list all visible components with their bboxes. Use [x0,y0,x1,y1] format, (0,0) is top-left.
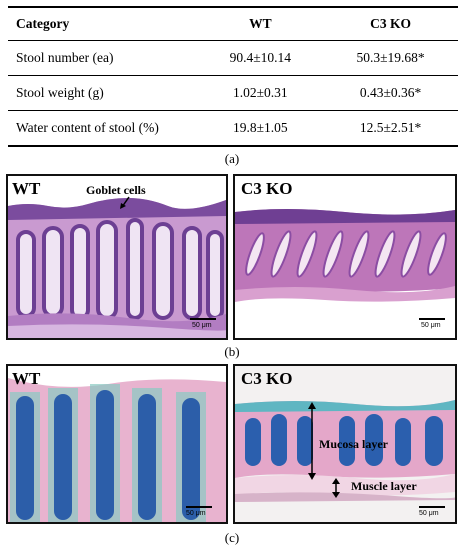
mucosa-layer-label: Mucosa layer [319,437,388,451]
row-wt: 1.02±0.31 [233,85,288,100]
row-wt: 19.8±1.05 [233,120,288,135]
scale-bar [190,318,216,320]
scale-bar [419,318,445,320]
scale-bar [186,506,212,508]
header-wt: WT [249,16,272,31]
stool-table: Category WT C3 KO Stool number (ea) 90.4… [8,6,458,147]
muscle-layer-label: Muscle layer [351,479,417,493]
header-category: Category [16,16,70,31]
goblet-cells-label: Goblet cells [86,183,146,197]
panel-label-c: (c) [224,530,240,545]
scale-label: 50 μm [421,322,441,329]
ab-ko-tissue-image [235,366,455,522]
row-category: Water content of stool (%) [16,120,159,135]
panel-label-b: (b) [224,344,240,359]
he-ko-micrograph: C3 KO 50 μm [233,174,457,340]
he-ko-title: C3 KO [241,179,293,198]
table-row: Stool weight (g) 1.02±0.31 0.43±0.36* [8,76,458,111]
he-wt-tissue-image [8,176,226,338]
ab-ko-micrograph: C3 KO Mucosa layer Muscle layer 50 μm [233,364,457,524]
header-ko: C3 KO [370,16,411,31]
row-ko: 12.5±2.51* [359,120,422,135]
he-ko-tissue-image [235,176,455,338]
mucosa-double-arrow-icon [308,402,316,480]
panel-label-a: (a) [224,151,240,166]
table-header-row: Category WT C3 KO [8,7,458,41]
scale-bar [419,506,445,508]
ab-wt-micrograph: WT 50 μm [6,364,228,524]
scale-label: 50 μm [192,322,212,329]
muscle-double-arrow-icon [332,478,340,498]
row-wt: 90.4±10.14 [229,50,292,65]
row-ko: 0.43±0.36* [359,85,422,100]
row-category: Stool number (ea) [16,50,114,65]
table-row: Stool number (ea) 90.4±10.14 50.3±19.68* [8,41,458,76]
row-category: Stool weight (g) [16,85,104,100]
he-wt-title: WT [12,179,41,198]
scale-label: 50 μm [186,510,206,517]
ab-wt-tissue-image [8,366,226,522]
he-wt-micrograph: WT Goblet cells 50 μm [6,174,228,340]
row-ko: 50.3±19.68* [356,50,425,65]
ab-ko-title: C3 KO [241,369,293,388]
arrow-icon [120,196,130,209]
scale-label: 50 μm [419,510,439,517]
ab-wt-title: WT [12,369,41,388]
table-row: Water content of stool (%) 19.8±1.05 12.… [8,111,458,146]
